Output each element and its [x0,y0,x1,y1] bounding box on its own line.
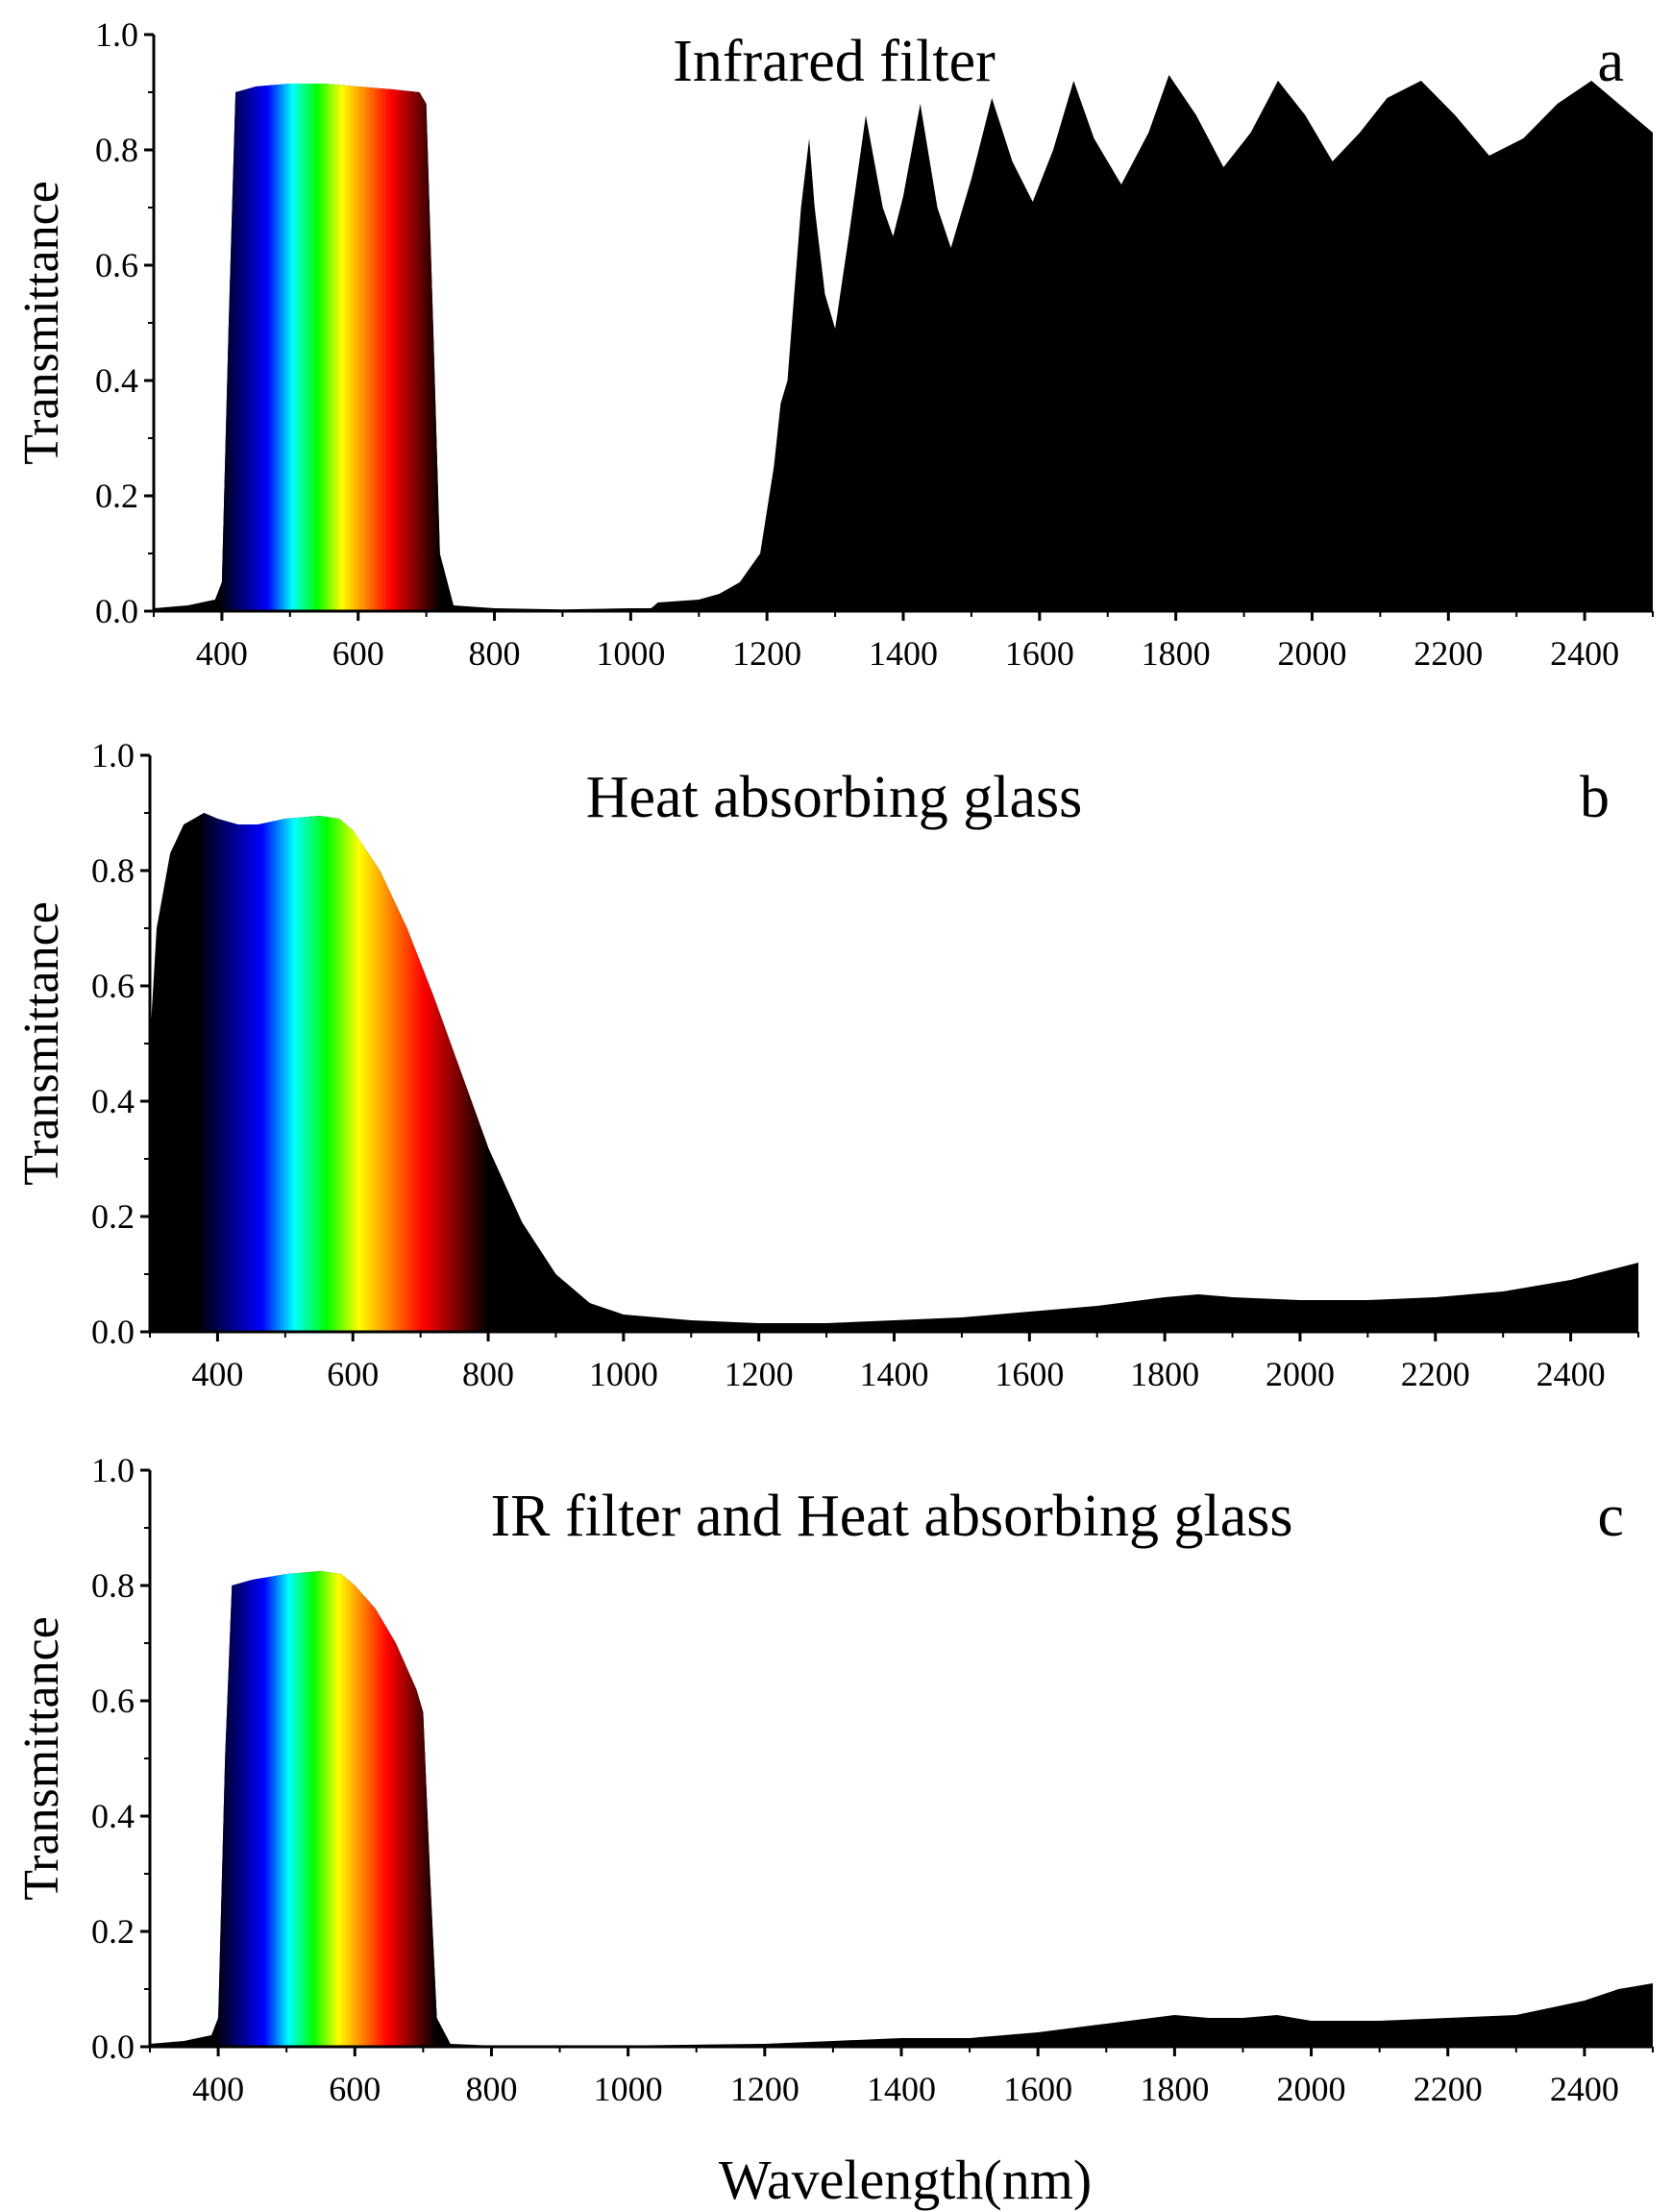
x-tick-label: 2400 [1550,634,1619,673]
x-tick-label: 2000 [1266,1355,1335,1393]
y-tick-label: 0.6 [91,967,135,1005]
panel-a: 400 600 800 1000 1200 1400 1600 1800 2000 2200 240… [14,15,1654,673]
x-tick-label: 1800 [1140,2070,1209,2108]
x-tick-label: 600 [332,634,384,673]
x-tick-label: 800 [469,634,521,673]
x-tick-label: 2400 [1550,2070,1619,2108]
y-tick-label: 0.0 [95,592,138,630]
y-tick-label: 1.0 [91,736,135,774]
x-tick-label: 1400 [869,634,938,673]
x-tick-label: 1800 [1142,634,1211,673]
y-tick-label: 0.0 [91,2028,135,2066]
chart-title: Heat absorbing glass [586,765,1083,830]
y-axis-label: Transmittance [14,181,69,465]
x-tick-label: 800 [462,1355,514,1393]
x-tick-label: 2200 [1414,2070,1483,2108]
x-tick-label: 2200 [1401,1355,1470,1393]
x-tick-label: 1200 [730,2070,799,2108]
y-tick-label: 0.8 [95,131,138,169]
x-tick-label: 2000 [1277,2070,1346,2108]
transmittance-area [150,813,1638,1332]
panel-letter: b [1580,765,1610,830]
y-tick-label: 0.2 [91,1912,135,1951]
x-tick-label: 1600 [995,1355,1064,1393]
chart-title: Infrared filter [673,29,996,94]
y-tick-label: 1.0 [95,15,138,54]
y-tick-label: 0.0 [91,1313,135,1351]
x-tick-label: 1200 [732,634,801,673]
x-tick-label: 1000 [589,1355,658,1393]
y-tick-label: 0.2 [95,477,138,515]
y-tick-label: 0.6 [91,1682,135,1720]
x-tick-label: 600 [329,2070,381,2108]
panel-letter: c [1597,1484,1624,1549]
x-tick-label: 1800 [1130,1355,1199,1393]
x-tick-label: 600 [327,1355,379,1393]
area-fill-spectrum [197,813,489,1332]
y-tick-label: 0.4 [91,1797,135,1835]
x-tick-label: 1000 [594,2070,663,2108]
x-tick-label: 800 [465,2070,517,2108]
y-tick-label: 0.6 [95,246,138,284]
area-fill-spectrum [214,1571,437,2047]
y-tick-label: 1.0 [91,1451,135,1489]
y-tick-label: 0.2 [91,1197,135,1236]
panel-letter: a [1597,29,1624,94]
y-axis-label: Transmittance [14,901,69,1186]
y-tick-label: 0.8 [91,851,135,890]
x-tick-label: 1600 [1003,2070,1072,2108]
x-axis-label: Wavelength(nm) [719,2149,1092,2211]
y-tick-label: 0.4 [95,361,138,400]
transmittance-area [150,1571,1653,2047]
x-tick-label: 1400 [860,1355,929,1393]
x-tick-label: 1200 [725,1355,794,1393]
x-tick-label: 400 [191,1355,243,1393]
y-axis-label: Transmittance [14,1616,69,1901]
y-tick-label: 0.8 [91,1566,135,1605]
x-tick-label: 400 [196,634,248,673]
x-tick-label: 2400 [1537,1355,1606,1393]
transmittance-area [154,75,1653,611]
area-fill-spectrum [218,75,440,611]
x-tick-label: 1400 [867,2070,936,2108]
x-tick-label: 2200 [1414,634,1483,673]
panels: 400 600 800 1000 1200 1400 1600 1800 2000 2200 240… [14,15,1654,2108]
x-tick-label: 1000 [596,634,665,673]
panel-c: 400 600 800 1000 1200 1400 1600 1800 2000 2200 240… [14,1451,1654,2108]
chart-title: IR filter and Heat absorbing glass [490,1484,1292,1549]
x-tick-label: 400 [192,2070,244,2108]
x-tick-label: 1600 [1005,634,1074,673]
panel-b: 400 600 800 1000 1200 1400 1600 1800 2000 2200 240… [14,736,1639,1393]
y-tick-label: 0.4 [91,1082,135,1120]
x-tick-label: 2000 [1277,634,1346,673]
